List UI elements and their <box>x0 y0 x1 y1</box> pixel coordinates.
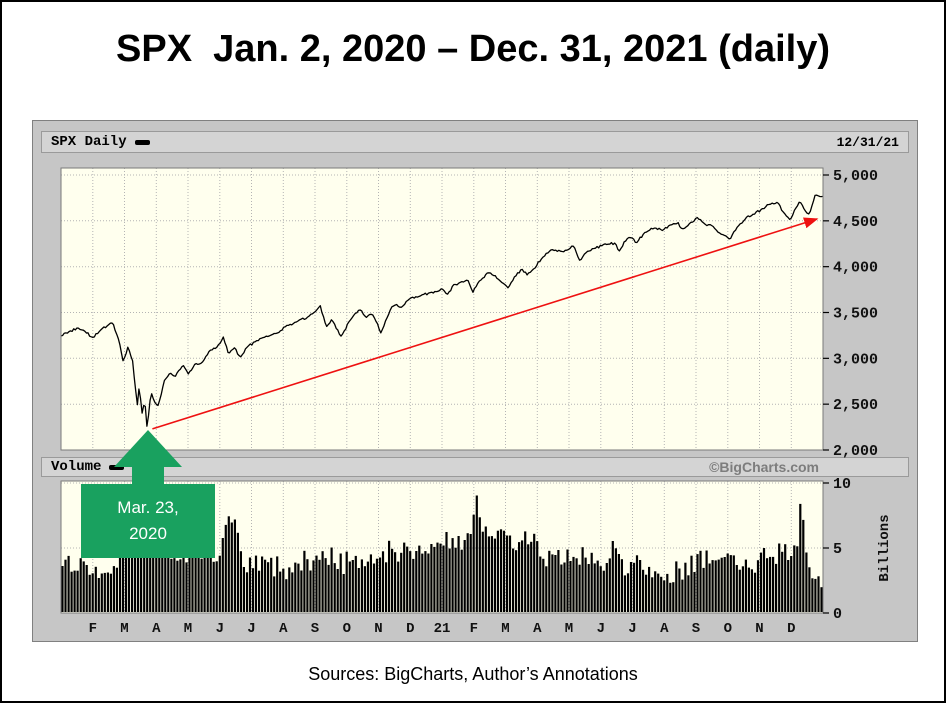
svg-text:3,500: 3,500 <box>833 306 878 323</box>
svg-text:F: F <box>470 621 478 637</box>
price-line <box>60 194 824 427</box>
svg-text:0: 0 <box>833 606 842 623</box>
bigcharts-watermark: ©BigCharts.com <box>709 459 819 475</box>
last-date-label: 12/31/21 <box>836 134 899 150</box>
svg-text:2,500: 2,500 <box>833 397 878 414</box>
svg-text:J: J <box>628 621 636 637</box>
symbol-frequency-label: SPX Daily <box>51 134 127 150</box>
volume-label: Volume <box>51 459 102 475</box>
volume-plot-border <box>60 480 824 614</box>
svg-text:A: A <box>533 621 542 637</box>
svg-text:N: N <box>755 621 763 637</box>
page-title: SPX Jan. 2, 2020 – Dec. 31, 2021 (daily) <box>116 28 830 70</box>
price-header-strip: SPX Daily 12/31/21 <box>41 131 909 153</box>
svg-text:4,000: 4,000 <box>833 260 878 277</box>
svg-text:A: A <box>279 621 288 637</box>
svg-text:5: 5 <box>833 541 842 558</box>
svg-text:O: O <box>343 621 351 637</box>
volume-bars <box>61 495 823 612</box>
svg-text:2,000: 2,000 <box>833 443 878 460</box>
trend-arrow <box>152 217 819 430</box>
svg-text:3,000: 3,000 <box>833 351 878 368</box>
svg-text:5,000: 5,000 <box>833 168 878 185</box>
svg-text:J: J <box>247 621 255 637</box>
price-plot-border <box>60 167 824 451</box>
covid-low-callout: Mar. 23, 2020 <box>81 430 215 558</box>
svg-text:J: J <box>597 621 605 637</box>
chart-canvas: 5,000 4,500 4,000 3,500 3,000 2,500 2,000 10 5 0 B… <box>60 167 893 637</box>
svg-text:O: O <box>724 621 732 637</box>
volume-header-strip: Volume ©BigCharts.com <box>41 457 909 477</box>
source-note: Sources: BigCharts, Author’s Annotations <box>308 664 638 684</box>
svg-text:10: 10 <box>833 476 851 493</box>
svg-text:F: F <box>89 621 97 637</box>
svg-text:M: M <box>120 621 128 637</box>
svg-text:N: N <box>374 621 382 637</box>
svg-text:S: S <box>311 621 319 637</box>
callout-text-line2: 2020 <box>129 524 167 543</box>
axis-labels: 5,000 4,500 4,000 3,500 3,000 2,500 2,000 10 5 0 B… <box>89 168 893 637</box>
svg-text:Billions: Billions <box>877 514 893 581</box>
svg-text:A: A <box>152 621 161 637</box>
svg-text:M: M <box>501 621 509 637</box>
callout-text-line1: Mar. 23, <box>117 498 178 517</box>
svg-text:A: A <box>660 621 669 637</box>
svg-text:M: M <box>184 621 192 637</box>
svg-text:21: 21 <box>434 621 451 637</box>
price-legend-swatch-icon <box>134 139 150 145</box>
callout-up-arrow-icon <box>114 430 182 488</box>
svg-text:D: D <box>406 621 414 637</box>
svg-text:M: M <box>565 621 573 637</box>
chart-panel: SPX Daily 12/31/21 Volume ©BigCharts.com <box>32 120 918 642</box>
callout-box <box>81 484 215 558</box>
svg-text:4,500: 4,500 <box>833 214 878 231</box>
svg-text:J: J <box>216 621 224 637</box>
svg-text:D: D <box>787 621 795 637</box>
svg-text:S: S <box>692 621 700 637</box>
